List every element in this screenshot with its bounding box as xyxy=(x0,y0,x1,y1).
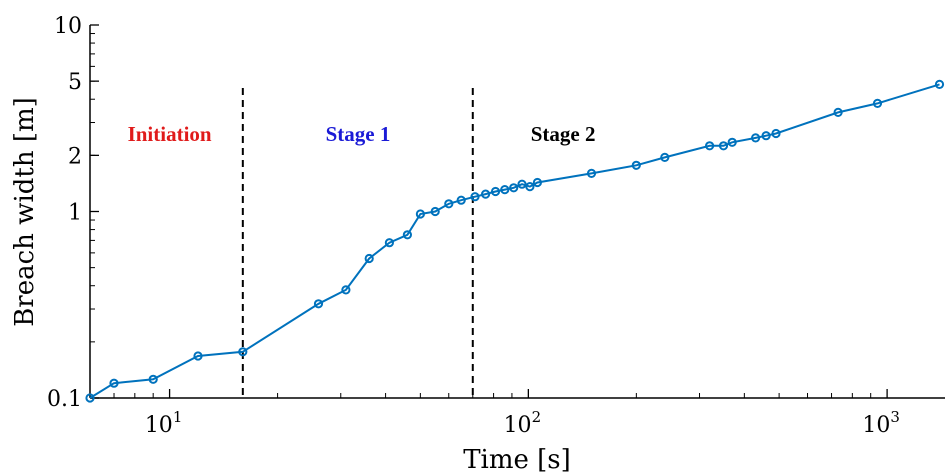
x-tick-label-exponent: 1 xyxy=(173,408,183,426)
y-tick-label: 10 xyxy=(54,14,82,39)
data-point xyxy=(470,192,480,202)
data-point xyxy=(517,179,527,189)
data-point xyxy=(148,374,158,384)
region-label: Stage 1 xyxy=(326,122,391,146)
data-point xyxy=(456,195,466,205)
x-tick-labels: 101 102 103 xyxy=(145,408,900,438)
y-axis-label: Breach width [m] xyxy=(10,97,40,327)
data-point xyxy=(718,141,729,151)
data-point xyxy=(761,131,771,141)
data-point xyxy=(430,206,440,217)
data-point xyxy=(109,378,119,388)
x-tick-label-base: 10 xyxy=(145,413,173,438)
y-tick-label: 2 xyxy=(68,144,82,169)
data-point xyxy=(193,351,203,361)
data-point xyxy=(364,253,374,264)
data-point xyxy=(313,299,324,309)
data-point xyxy=(934,79,945,90)
data-point xyxy=(771,128,781,139)
data-point xyxy=(481,189,491,199)
series-line xyxy=(89,83,940,399)
y-tick-labels: 0.1 1 2 5 10 xyxy=(47,14,82,412)
x-tick-label-base: 10 xyxy=(504,413,532,438)
x-tick-label-exponent: 3 xyxy=(890,408,900,426)
x-tick-label-exponent: 2 xyxy=(532,408,542,426)
stage-dividers xyxy=(241,88,474,398)
x-axis-label: Time [s] xyxy=(463,445,571,475)
x-tick-label: 102 xyxy=(504,408,542,438)
major-ticks xyxy=(90,24,888,399)
region-label: Stage 2 xyxy=(531,122,596,146)
data-point xyxy=(444,199,454,209)
region-labels: Initiation Stage 1 Stage 2 xyxy=(128,122,596,146)
y-tick-label: 1 xyxy=(68,201,82,226)
data-point xyxy=(85,393,95,403)
y-tick-label: 5 xyxy=(68,70,82,95)
data-point xyxy=(525,182,535,192)
data-point xyxy=(384,238,394,248)
data-point xyxy=(341,285,351,295)
data-point xyxy=(660,152,670,162)
x-tick-label-base: 10 xyxy=(862,413,890,438)
data-point xyxy=(500,185,510,195)
data-point xyxy=(872,98,883,109)
y-tick-label: 0.1 xyxy=(47,387,82,412)
data-point xyxy=(532,177,543,188)
data-point xyxy=(833,107,843,118)
data-point xyxy=(751,133,761,143)
data-point xyxy=(402,230,412,240)
data-point xyxy=(705,141,715,151)
data-point xyxy=(586,168,597,178)
x-tick-label: 103 xyxy=(862,408,900,438)
data-point xyxy=(631,160,641,170)
region-label: Initiation xyxy=(128,122,212,146)
data-point xyxy=(727,137,737,147)
data-point xyxy=(490,186,501,197)
series-layer xyxy=(85,79,945,403)
data-point xyxy=(415,209,425,219)
minor-ticks xyxy=(89,33,872,398)
data-point xyxy=(238,347,248,357)
axes-frame xyxy=(89,25,945,399)
data-point xyxy=(509,183,519,193)
x-tick-label: 101 xyxy=(145,408,183,438)
